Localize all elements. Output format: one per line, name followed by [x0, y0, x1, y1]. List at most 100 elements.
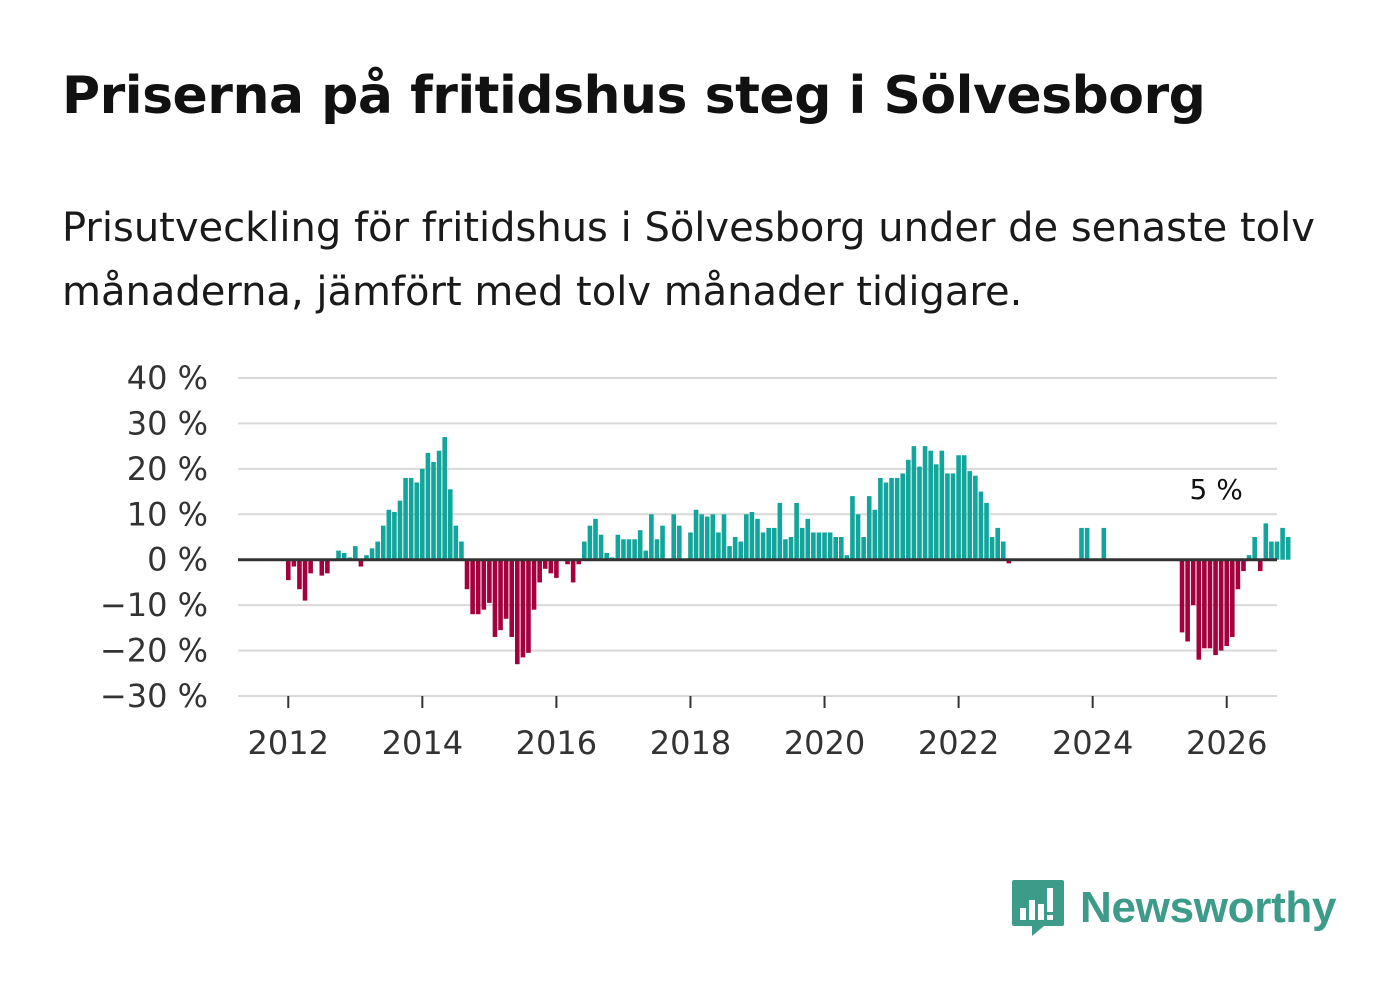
- bar: [894, 477, 900, 560]
- bar: [582, 541, 587, 560]
- bar: [900, 473, 906, 560]
- y-tick-label: −10 %: [100, 586, 208, 624]
- bar: [515, 559, 520, 665]
- bar: [766, 527, 771, 560]
- bar: [341, 552, 347, 560]
- bar: [777, 502, 783, 560]
- bar: [487, 559, 492, 603]
- bar: [967, 471, 973, 560]
- bar: [1185, 559, 1190, 642]
- bar: [576, 559, 582, 565]
- bar: [671, 514, 677, 560]
- bar: [593, 518, 598, 560]
- bar: [939, 450, 945, 560]
- axes: [238, 558, 1277, 708]
- bar: [822, 532, 827, 560]
- bar: [632, 539, 637, 560]
- bar: [1207, 559, 1213, 649]
- latest-value-label: 5 %: [1189, 473, 1242, 506]
- bar: [375, 541, 380, 560]
- bar: [1213, 559, 1218, 656]
- bar: [442, 437, 447, 560]
- bar: [526, 559, 531, 653]
- bar: [1084, 527, 1090, 560]
- bar: [431, 462, 436, 560]
- y-tick-label: 30 %: [127, 404, 208, 442]
- bar: [783, 539, 788, 560]
- bar: [727, 546, 732, 560]
- bar: [922, 446, 928, 560]
- bar: [302, 559, 308, 601]
- bar: [1230, 559, 1235, 637]
- y-tick-label: 0 %: [147, 541, 208, 579]
- bar: [598, 534, 604, 560]
- bar: [503, 559, 509, 619]
- bar: [1285, 537, 1291, 560]
- bar: [397, 500, 403, 560]
- bar: [325, 559, 330, 574]
- bar: [866, 496, 872, 560]
- bar: [475, 559, 481, 615]
- bar: [425, 452, 431, 560]
- bar: [984, 502, 989, 560]
- bar: [1257, 559, 1263, 572]
- bar: [509, 559, 515, 637]
- bar: [844, 555, 850, 560]
- bar: [732, 537, 738, 560]
- bar: [699, 514, 704, 560]
- bar: [805, 518, 811, 560]
- x-tick-label: 2024: [1052, 724, 1133, 762]
- bar: [738, 541, 744, 560]
- bar: [917, 466, 922, 560]
- y-tick-label: −30 %: [100, 677, 208, 715]
- bar: [565, 559, 570, 565]
- bar: [1241, 559, 1246, 572]
- bar: [811, 532, 816, 560]
- bars: [285, 437, 1291, 665]
- newsworthy-logo-icon: [1012, 880, 1064, 936]
- bar: [710, 514, 716, 560]
- bar: [369, 548, 375, 560]
- bar: [749, 512, 755, 560]
- bar: [827, 532, 833, 560]
- bar: [1000, 541, 1006, 560]
- bar: [408, 477, 414, 560]
- bar: [1263, 523, 1269, 560]
- bar: [1274, 541, 1280, 560]
- x-tick-label: 2020: [784, 724, 865, 762]
- bar: [721, 514, 727, 560]
- bar: [816, 532, 822, 560]
- bar: [308, 559, 313, 574]
- bar: [1246, 555, 1252, 560]
- bar: [336, 550, 341, 560]
- bar: [587, 525, 593, 560]
- tick-labels: 40 % 30 % 20 % 10 % 0 % −10 % −20 % −30 % 2012 20…: [100, 359, 1268, 762]
- y-tick-label: 20 %: [127, 450, 208, 488]
- bar: [481, 559, 487, 610]
- bar: [1202, 559, 1207, 649]
- bar: [961, 455, 967, 560]
- bar: [1179, 559, 1185, 633]
- bar: [637, 530, 643, 560]
- x-tick-label: 2014: [382, 724, 463, 762]
- bar: [548, 559, 554, 574]
- bar: [464, 559, 470, 590]
- bar: [459, 541, 464, 560]
- bar: [878, 477, 883, 560]
- y-tick-label: 10 %: [127, 495, 208, 533]
- bar: [771, 527, 777, 560]
- bar: [950, 473, 956, 560]
- bar: [358, 559, 364, 567]
- bar: [615, 534, 621, 560]
- bar: [1224, 559, 1230, 647]
- bar: [1196, 559, 1202, 660]
- chart-subtitle: Prisutveckling för fritidshus i Sölvesbo…: [62, 205, 1315, 315]
- bar: [420, 468, 425, 560]
- bar: [906, 459, 911, 560]
- bar: [883, 482, 889, 560]
- bar: [973, 475, 978, 560]
- bar: [989, 537, 995, 560]
- bar: [531, 559, 537, 610]
- bar: [297, 559, 302, 590]
- bar: [353, 546, 358, 560]
